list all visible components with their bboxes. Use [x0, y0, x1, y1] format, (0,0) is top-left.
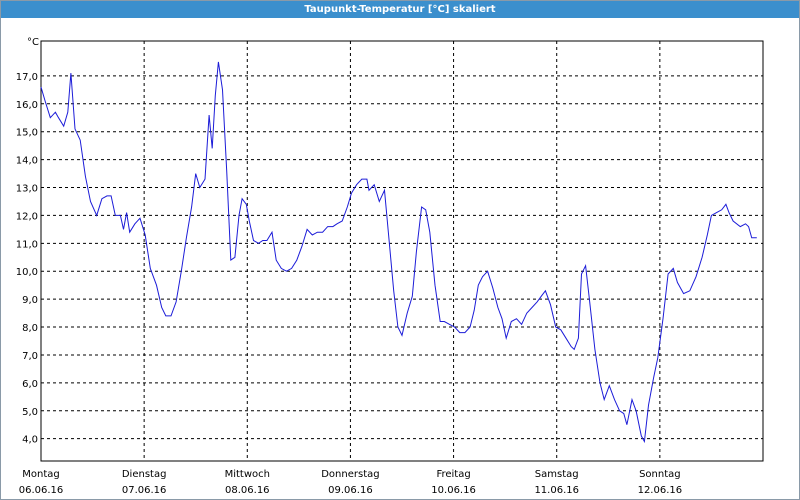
- y-tick-label: 9,0: [22, 295, 38, 306]
- x-tick-label: Donnerstag: [321, 469, 379, 480]
- y-tick-label: 12,0: [16, 211, 38, 222]
- y-tick-label: 5,0: [22, 407, 38, 418]
- y-tick-label: 17,0: [16, 72, 38, 83]
- chart: °C 4,0 5,0 6,0 7,0 8,0 9,0 10,0 11,0 12,0 13,0 14,…: [16, 37, 764, 496]
- x-tick-date: 12.06.16: [638, 485, 683, 496]
- y-tick-label: 8,0: [22, 323, 38, 334]
- y-tick-label: 16,0: [16, 100, 38, 111]
- x-tick-label: Montag: [22, 469, 59, 480]
- x-tick-label: Sonntag: [639, 469, 681, 480]
- x-tick-label: Samstag: [535, 469, 579, 480]
- y-tick-label: 11,0: [16, 239, 38, 250]
- x-tick-date: 11.06.16: [534, 485, 579, 496]
- y-tick-label: 6,0: [22, 379, 38, 390]
- x-tick-label: Freitag: [436, 469, 470, 480]
- x-tick-date: 10.06.16: [431, 485, 476, 496]
- data-line: [40, 61, 757, 444]
- y-tick-label: 14,0: [16, 156, 38, 167]
- x-tick-date: 06.06.16: [19, 485, 64, 496]
- y-unit: °C: [27, 37, 39, 48]
- x-tick-date: 08.06.16: [225, 485, 270, 496]
- x-tick-date: 09.06.16: [328, 485, 373, 496]
- title-bar: Taupunkt-Temperatur [°C] skaliert: [1, 1, 799, 18]
- y-tick-label: 10,0: [16, 267, 38, 278]
- plot-frame: [40, 40, 764, 462]
- y-tick-label: 4,0: [22, 435, 38, 446]
- x-tick-label: Mittwoch: [225, 469, 270, 480]
- y-tick-label: 13,0: [16, 184, 38, 195]
- y-tick-label: 15,0: [16, 128, 38, 139]
- x-tick-date: 07.06.16: [122, 485, 167, 496]
- x-tick-label: Dienstag: [122, 469, 167, 480]
- chart-title: Taupunkt-Temperatur [°C] skaliert: [304, 4, 496, 15]
- y-tick-label: 7,0: [22, 351, 38, 362]
